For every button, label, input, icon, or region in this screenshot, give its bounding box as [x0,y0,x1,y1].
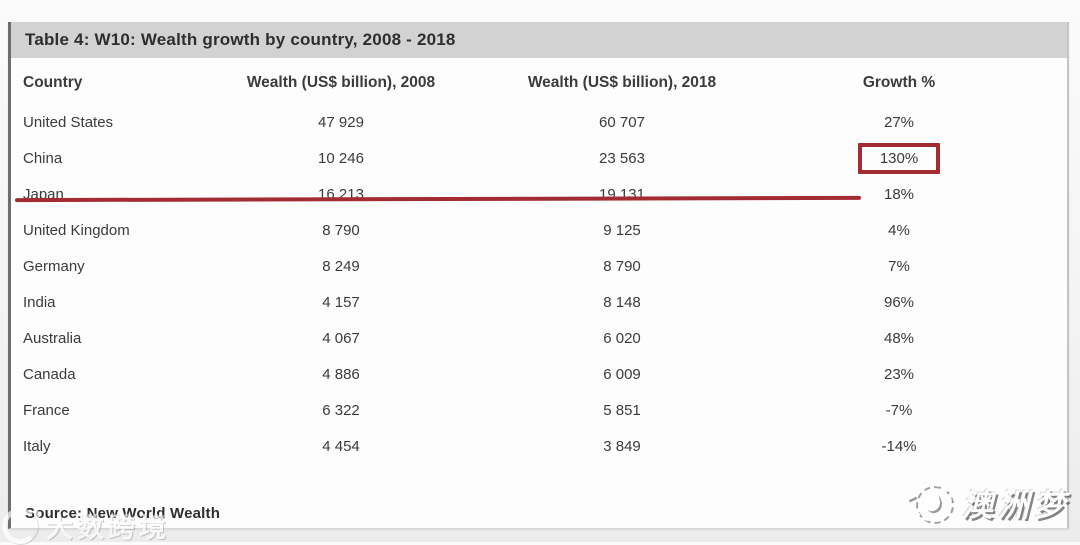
wealth-2008-cell: 4 157 [322,293,360,311]
table-row: Canada 4 886 6 009 23% [11,356,1067,392]
table-row: China 10 246 23 563 130% [11,140,1067,176]
country-cell: China [23,149,63,167]
wealth-2018-cell: 5 851 [603,401,641,419]
wealth-2008-cell: 4 067 [322,329,360,347]
wealth-2008-cell: 47 929 [318,113,364,131]
header-wealth-2008: Wealth (US$ billion), 2008 [246,74,436,91]
growth-cell: 96% [775,287,1023,318]
table-row: Australia 4 067 6 020 48% [11,320,1067,356]
country-cell: France [23,401,70,419]
growth-cell: 4% [775,215,1023,246]
table-title: Table 4: W10: Wealth growth by country, … [25,30,456,49]
growth-value: 96% [883,293,915,311]
wealth-2008-cell: 8 249 [322,257,360,275]
wealth-2018-cell: 8 148 [603,293,641,311]
growth-cell: -14% [775,431,1023,462]
country-cell: United States [23,113,114,131]
growth-value: 23% [883,365,915,383]
header-growth: Growth % [862,74,936,91]
country-cell: United Kingdom [23,221,130,239]
growth-cell: 48% [775,323,1023,354]
wealth-2018-cell: 60 707 [599,113,645,131]
wealth-2008-cell: 8 790 [322,221,360,239]
wealth-2008-cell: 6 322 [322,401,360,419]
growth-value: 18% [883,185,915,203]
header-wealth-2018: Wealth (US$ billion), 2018 [527,74,717,91]
country-cell: Canada [23,365,76,383]
growth-value: 7% [888,257,910,275]
table-row: Italy 4 454 3 849 -14% [11,428,1067,464]
table-title-bar: Table 4: W10: Wealth growth by country, … [11,22,1067,58]
growth-value: -7% [885,401,913,419]
country-cell: Germany [23,257,85,275]
wealth-table: Country Wealth (US$ billion), 2008 Wealt… [11,58,1067,464]
table-header-row: Country Wealth (US$ billion), 2008 Wealt… [11,58,1067,104]
growth-value: 27% [883,113,915,131]
wealth-table-panel: Table 4: W10: Wealth growth by country, … [8,22,1069,529]
country-cell: Australia [23,329,82,347]
growth-cell: 27% [775,107,1023,138]
growth-value: 4% [888,221,910,239]
table-row: Japan 16 213 19 131 18% [11,176,1067,212]
growth-value: 48% [883,329,915,347]
table-row: United Kingdom 8 790 9 125 4% [11,212,1067,248]
growth-cell: 18% [775,179,1023,210]
table-row: India 4 157 8 148 96% [11,284,1067,320]
wealth-2008-cell: 4 886 [322,365,360,383]
wealth-2008-cell: 4 454 [322,437,360,455]
wealth-2018-cell: 9 125 [603,221,641,239]
growth-cell: 7% [775,251,1023,282]
country-cell: Italy [23,437,51,455]
table-body: United States 47 929 60 707 27% China 10… [11,104,1067,464]
wealth-2018-cell: 6 009 [603,365,641,383]
table-row: United States 47 929 60 707 27% [11,104,1067,140]
growth-cell: -7% [775,395,1023,426]
wealth-2018-cell: 8 790 [603,257,641,275]
growth-value: 130% [857,142,941,174]
growth-value: -14% [881,437,917,455]
wealth-2008-cell: 10 246 [318,149,364,167]
wealth-2018-cell: 23 563 [599,149,645,167]
table-row: France 6 322 5 851 -7% [11,392,1067,428]
wealth-2018-cell: 3 849 [603,437,641,455]
wealth-2018-cell: 6 020 [603,329,641,347]
table-row: Germany 8 249 8 790 7% [11,248,1067,284]
growth-cell: 130% [775,142,1023,174]
header-country: Country [23,74,83,91]
country-cell: India [23,293,56,311]
source-note: Source: New World Wealth [25,505,221,522]
growth-cell: 23% [775,359,1023,390]
